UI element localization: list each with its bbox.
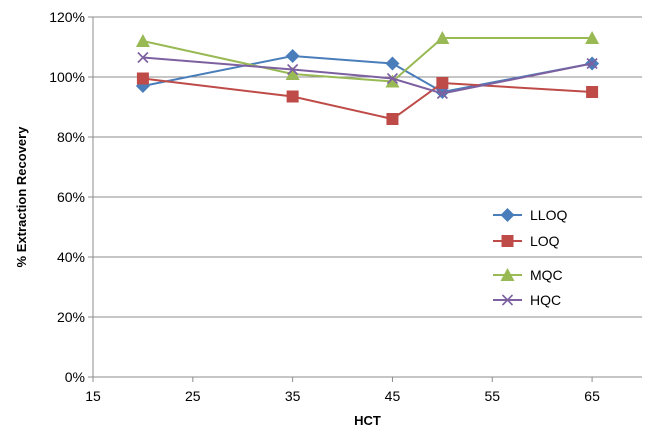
legend-marker: [501, 294, 514, 306]
data-point-mqc: [135, 34, 150, 47]
legend-item-hqc: HQC: [493, 292, 561, 308]
y-tick-label: 20%: [57, 309, 85, 325]
marker-stroke: [287, 63, 299, 76]
y-tick-label: 120%: [49, 9, 85, 25]
legend-label: LLOQ: [530, 207, 567, 223]
data-point-mqc: [385, 74, 400, 88]
legend: LLOQ LOQ MQC HQC: [493, 207, 567, 308]
data-point-loq: [136, 72, 149, 85]
legend-marker: [500, 208, 515, 222]
y-tick-label: 60%: [57, 189, 85, 205]
x-tick-label: 25: [185, 388, 201, 404]
data-point-hqc: [386, 72, 399, 85]
y-tick-label: 100%: [49, 69, 85, 85]
y-tick-label: 0%: [65, 369, 85, 385]
legend-label: LOQ: [530, 233, 560, 249]
marker-stroke: [586, 57, 598, 70]
data-point-mqc: [585, 31, 600, 44]
marker-stroke: [137, 51, 149, 64]
marker-stroke: [501, 294, 514, 306]
x-axis-title: HCT: [354, 413, 381, 428]
y-tick-label: 80%: [57, 129, 85, 145]
data-point-lloq: [385, 56, 400, 71]
data-point-hqc: [436, 87, 448, 100]
data-point-mqc: [285, 67, 300, 80]
data-point-loq: [386, 113, 399, 125]
x-tick-label: 65: [584, 388, 600, 404]
series-hqc: [137, 51, 598, 100]
series-mqc: [135, 31, 600, 88]
legend-label: HQC: [530, 292, 561, 308]
data-point-mqc: [435, 31, 450, 44]
axes: [88, 16, 642, 382]
data-point-hqc: [137, 51, 149, 64]
legend-marker: [501, 235, 514, 247]
x-tick-label: 35: [285, 388, 301, 404]
legend-item-mqc: MQC: [493, 267, 563, 283]
x-tick-label: 15: [85, 388, 101, 404]
series-group: [135, 31, 600, 125]
series-loq: [136, 72, 599, 125]
legend-item-lloq: LLOQ: [493, 207, 567, 223]
legend-marker: [500, 268, 515, 281]
data-point-lloq: [285, 49, 300, 63]
data-point-hqc: [586, 57, 598, 70]
data-point-loq: [586, 86, 599, 98]
series-line-mqc: [142, 37, 593, 83]
legend-label: MQC: [530, 267, 563, 283]
data-point-hqc: [287, 63, 299, 76]
series-line-loq: [142, 77, 593, 121]
data-point-loq: [286, 90, 299, 103]
marker-stroke: [386, 72, 399, 85]
data-point-loq: [436, 77, 449, 89]
y-tick-label: 40%: [57, 249, 85, 265]
x-tick-label: 45: [385, 388, 401, 404]
legend-item-loq: LOQ: [493, 233, 560, 249]
tick-labels: 0% 20% 40% 60% 80% 100% 120% 15 25 35 45 55 65: [49, 9, 600, 404]
y-axis-title: % Extraction Recovery: [14, 126, 29, 268]
series-lloq: [135, 49, 600, 99]
x-tick-label: 55: [484, 388, 500, 404]
marker-stroke: [436, 87, 448, 100]
